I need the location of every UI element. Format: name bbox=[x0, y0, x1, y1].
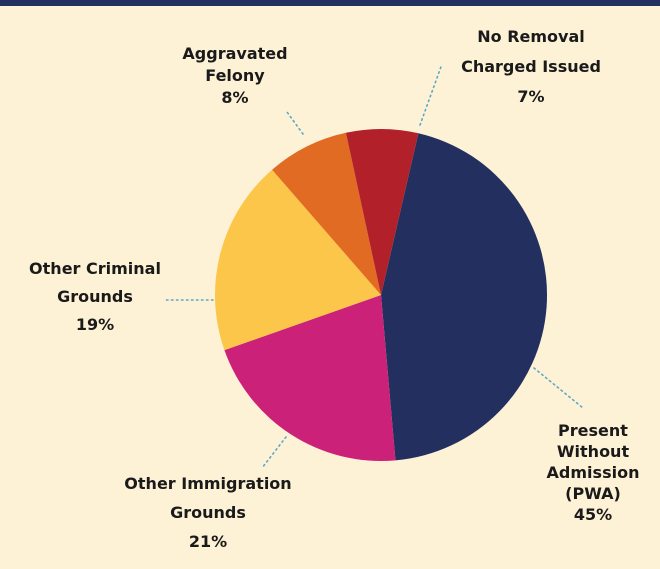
pie-slice-1 bbox=[224, 295, 396, 462]
top-accent-bar bbox=[0, 0, 660, 6]
slice-label-3-line-1: Felony bbox=[205, 66, 265, 85]
leader-line-3 bbox=[286, 111, 304, 135]
slice-percent-1: 21% bbox=[189, 532, 227, 551]
slice-percent-0: 45% bbox=[574, 505, 612, 524]
slice-label-1-line-1: Grounds bbox=[170, 503, 246, 522]
leader-line-1 bbox=[261, 436, 287, 469]
slice-label-0-line-0: Present bbox=[558, 421, 628, 440]
slice-label-4-line-0: No Removal bbox=[477, 27, 585, 46]
pie-slice-3 bbox=[272, 132, 381, 295]
pie-slice-4 bbox=[345, 128, 419, 295]
slice-label-0-line-1: Without bbox=[557, 442, 630, 461]
slice-percent-2: 19% bbox=[76, 315, 114, 334]
leader-line-0 bbox=[533, 367, 584, 409]
slice-labels: Present Without Admission (PWA) 45% Other Imm… bbox=[29, 27, 639, 551]
slice-label-0-line-3: (PWA) bbox=[565, 484, 621, 503]
pie-slice-2 bbox=[215, 169, 381, 351]
pie-slices bbox=[215, 128, 548, 462]
slice-percent-4: 7% bbox=[517, 87, 544, 106]
pie-slice-0 bbox=[381, 133, 548, 461]
leader-lines bbox=[162, 63, 584, 469]
slice-label-2-line-1: Grounds bbox=[57, 287, 133, 306]
slice-label-0-line-2: Admission bbox=[547, 463, 640, 482]
slice-label-1-line-0: Other Immigration bbox=[124, 474, 291, 493]
slice-label-4-line-1: Charged Issued bbox=[461, 57, 601, 76]
slice-label-2-line-0: Other Criminal bbox=[29, 259, 161, 278]
slice-label-3-line-0: Aggravated bbox=[182, 44, 287, 63]
leader-line-4 bbox=[419, 63, 443, 126]
slice-percent-3: 8% bbox=[221, 88, 248, 107]
